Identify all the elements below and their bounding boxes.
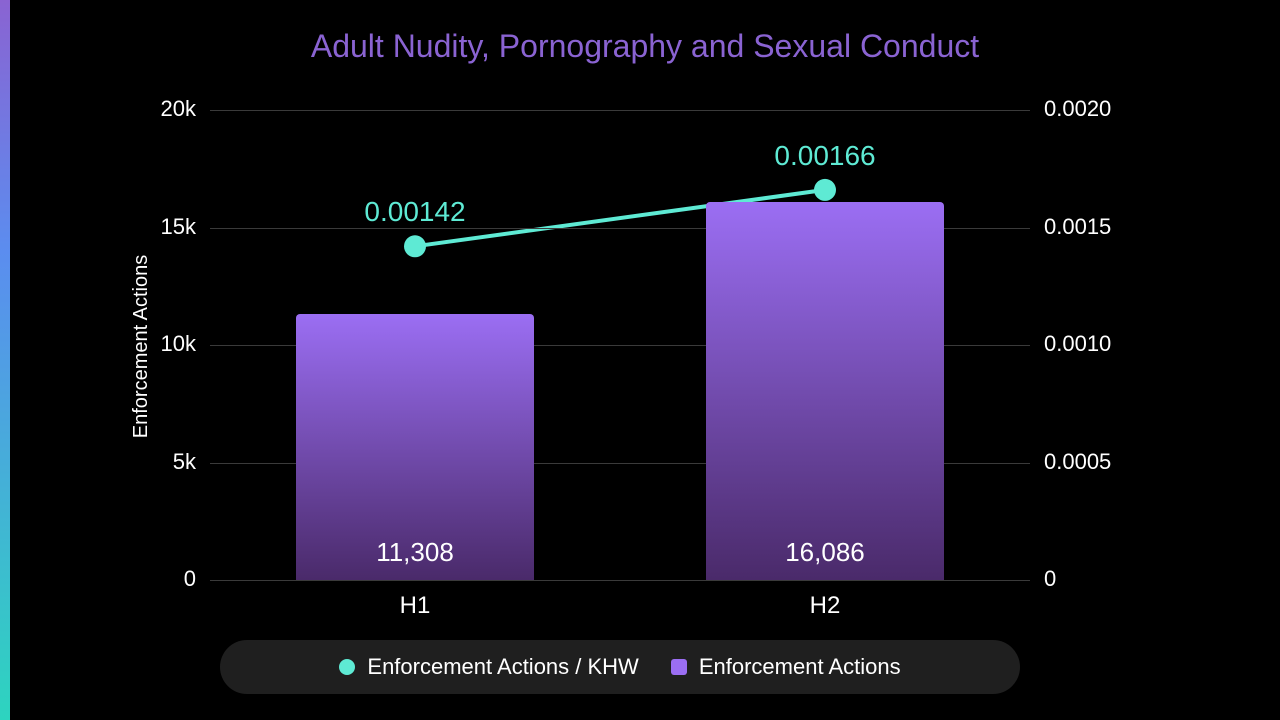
y-right-tick: 0: [1044, 566, 1056, 592]
y-left-tick: 20k: [140, 96, 196, 122]
bar: [706, 202, 944, 580]
line-value-label: 0.00142: [335, 196, 495, 228]
bar-value-label: 11,308: [296, 537, 534, 568]
plot-area: 11,308 16,086 0.00142 0.00166: [210, 110, 1030, 580]
y-left-tick: 5k: [140, 449, 196, 475]
y-right-tick: 0.0010: [1044, 331, 1111, 357]
y-right-tick: 0.0015: [1044, 214, 1111, 240]
chart-container: Adult Nudity, Pornography and Sexual Con…: [10, 0, 1280, 720]
y-right-tick: 0.0020: [1044, 96, 1111, 122]
line-value-label: 0.00166: [745, 140, 905, 172]
chart-title: Adult Nudity, Pornography and Sexual Con…: [10, 28, 1280, 65]
legend-item-bar: Enforcement Actions: [671, 654, 901, 680]
square-marker-icon: [671, 659, 687, 675]
accent-strip: [0, 0, 10, 720]
y-right-tick: 0.0005: [1044, 449, 1111, 475]
legend-item-line: Enforcement Actions / KHW: [339, 654, 638, 680]
x-tick: H2: [775, 592, 875, 620]
legend: Enforcement Actions / KHW Enforcement Ac…: [220, 640, 1020, 694]
y-left-tick: 0: [140, 566, 196, 592]
y-left-tick: 10k: [140, 331, 196, 357]
y-left-tick: 15k: [140, 214, 196, 240]
gridline: [210, 110, 1030, 111]
x-tick: H1: [365, 592, 465, 620]
bar-value-label: 16,086: [706, 537, 944, 568]
legend-label: Enforcement Actions: [699, 654, 901, 680]
circle-marker-icon: [339, 659, 355, 675]
legend-label: Enforcement Actions / KHW: [367, 654, 638, 680]
gridline: [210, 580, 1030, 581]
